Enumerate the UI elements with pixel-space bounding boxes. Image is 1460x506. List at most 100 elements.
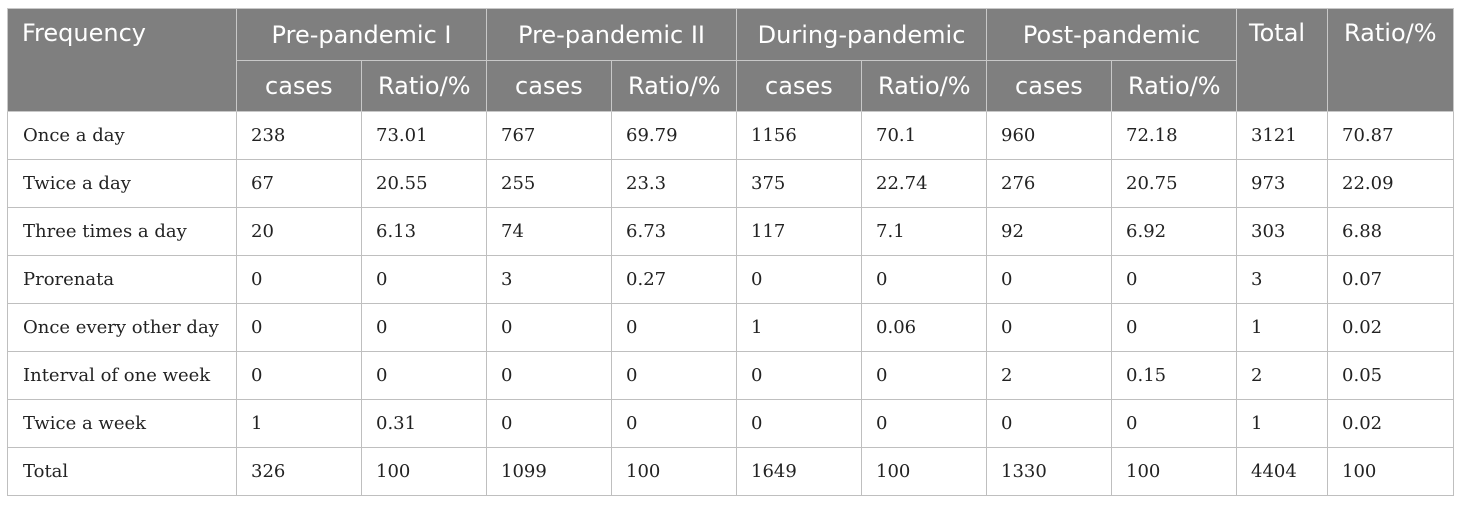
table-cell: 0.27 <box>611 255 738 304</box>
table-cell: 303 <box>1236 207 1329 256</box>
subheader-cases: cases <box>486 60 613 112</box>
header-group-pre-pandemic-1: Pre-pandemic I <box>235 8 488 61</box>
table-cell: 326 <box>236 447 362 496</box>
frequency-table: Frequency Pre-pandemic I Pre-pandemic II… <box>7 8 1455 496</box>
table-cell: 0 <box>486 351 613 400</box>
table-cell: 0 <box>736 351 863 400</box>
table-row: Prorenata 0 0 3 0.27 0 0 0 0 3 0.07 <box>7 255 1455 304</box>
table-cell: 0 <box>736 399 863 448</box>
table-body: Once a day 238 73.01 767 69.79 1156 70.1 960 72.… <box>7 111 1455 496</box>
table-cell: 6.73 <box>611 207 738 256</box>
table-cell: 0 <box>861 351 988 400</box>
table-cell: 1 <box>1236 399 1329 448</box>
table-cell: 2 <box>1236 351 1329 400</box>
table-cell: 92 <box>986 207 1113 256</box>
table-cell: 238 <box>236 111 362 160</box>
table-cell: 0 <box>611 399 738 448</box>
row-label-cell: Total <box>7 447 237 496</box>
table-row: Once every other day 0 0 0 0 1 0.06 0 0 1 0.02 <box>7 303 1455 352</box>
table-cell: 1099 <box>486 447 613 496</box>
table-cell: 117 <box>736 207 863 256</box>
table-cell: 6.88 <box>1327 207 1455 256</box>
table-cell: 0.02 <box>1327 303 1455 352</box>
table-cell: 0.06 <box>861 303 988 352</box>
subheader-ratio: Ratio/% <box>1111 60 1238 112</box>
row-label-cell: Once every other day <box>7 303 237 352</box>
table-cell: 20.55 <box>360 159 488 208</box>
table-cell: 1 <box>736 303 863 352</box>
table-cell: 0.15 <box>1111 351 1238 400</box>
table-cell: 1330 <box>986 447 1113 496</box>
subheader-ratio: Ratio/% <box>611 60 738 112</box>
table-cell: 100 <box>861 447 988 496</box>
table-cell: 73.01 <box>360 111 488 160</box>
header-row-groups: Frequency Pre-pandemic I Pre-pandemic II… <box>7 8 1455 112</box>
header-group-pre-pandemic-2: Pre-pandemic II <box>486 8 738 61</box>
header-frequency: Frequency <box>7 8 237 112</box>
header-group-post-pandemic: Post-pandemic <box>986 8 1238 61</box>
table-cell: 0 <box>486 303 613 352</box>
row-label-cell: Interval of one week <box>7 351 237 400</box>
table-cell: 72.18 <box>1111 111 1238 160</box>
table-cell: 3121 <box>1236 111 1329 160</box>
table-cell: 0 <box>236 303 362 352</box>
header-total-ratio: Ratio/% <box>1327 8 1455 112</box>
table-cell: 0 <box>611 351 738 400</box>
table-cell: 4404 <box>1236 447 1329 496</box>
table-cell: 2 <box>986 351 1113 400</box>
table-cell: 375 <box>736 159 863 208</box>
table-cell: 255 <box>486 159 613 208</box>
table-row: Three times a day 20 6.13 74 6.73 117 7.1 92 6.9… <box>7 207 1455 256</box>
table-cell: 20.75 <box>1111 159 1238 208</box>
header-group-during-pandemic: During-pandemic <box>736 8 988 61</box>
table-cell: 0 <box>861 399 988 448</box>
table-cell: 6.13 <box>360 207 488 256</box>
table-cell: 0 <box>986 399 1113 448</box>
table-cell: 0 <box>1111 255 1238 304</box>
subheader-cases: cases <box>236 60 362 112</box>
table-cell: 0 <box>486 399 613 448</box>
subheader-cases: cases <box>986 60 1113 112</box>
table-cell: 100 <box>360 447 488 496</box>
table-cell: 0.31 <box>360 399 488 448</box>
table-cell: 0.07 <box>1327 255 1455 304</box>
table-cell: 767 <box>486 111 613 160</box>
header-row-sub: cases Ratio/% cases Ratio/% cases Ratio/… <box>8 60 1454 112</box>
row-label-cell: Once a day <box>7 111 237 160</box>
table-cell: 70.87 <box>1327 111 1455 160</box>
row-label-cell: Twice a week <box>7 399 237 448</box>
row-label-cell: Three times a day <box>7 207 237 256</box>
table-cell: 100 <box>611 447 738 496</box>
table-cell: 1 <box>236 399 362 448</box>
table-cell: 22.09 <box>1327 159 1455 208</box>
table-cell: 70.1 <box>861 111 988 160</box>
table-cell: 0 <box>1111 303 1238 352</box>
table-cell: 0 <box>236 351 362 400</box>
table-cell: 0 <box>736 255 863 304</box>
table-cell: 69.79 <box>611 111 738 160</box>
table-cell: 1156 <box>736 111 863 160</box>
table-cell: 0 <box>611 303 738 352</box>
table-cell: 276 <box>986 159 1113 208</box>
table-cell: 0 <box>986 255 1113 304</box>
table-cell: 1 <box>1236 303 1329 352</box>
table-cell: 973 <box>1236 159 1329 208</box>
subheader-ratio: Ratio/% <box>360 60 488 112</box>
table-cell: 0 <box>360 255 488 304</box>
frequency-table-container: Frequency Pre-pandemic I Pre-pandemic II… <box>7 8 1455 496</box>
table-cell: 3 <box>486 255 613 304</box>
table-cell: 6.92 <box>1111 207 1238 256</box>
table-cell: 100 <box>1111 447 1238 496</box>
table-cell: 7.1 <box>861 207 988 256</box>
table-cell: 960 <box>986 111 1113 160</box>
table-cell: 0 <box>986 303 1113 352</box>
table-cell: 0 <box>360 303 488 352</box>
table-cell: 0 <box>1111 399 1238 448</box>
table-row: Interval of one week 0 0 0 0 0 0 2 0.15 2 0.05 <box>7 351 1455 400</box>
row-label-cell: Twice a day <box>7 159 237 208</box>
table-cell: 22.74 <box>861 159 988 208</box>
table-cell: 0.05 <box>1327 351 1455 400</box>
table-row: Twice a day 67 20.55 255 23.3 375 22.74 276 20.7… <box>7 159 1455 208</box>
subheader-cases: cases <box>736 60 863 112</box>
table-cell: 0 <box>236 255 362 304</box>
